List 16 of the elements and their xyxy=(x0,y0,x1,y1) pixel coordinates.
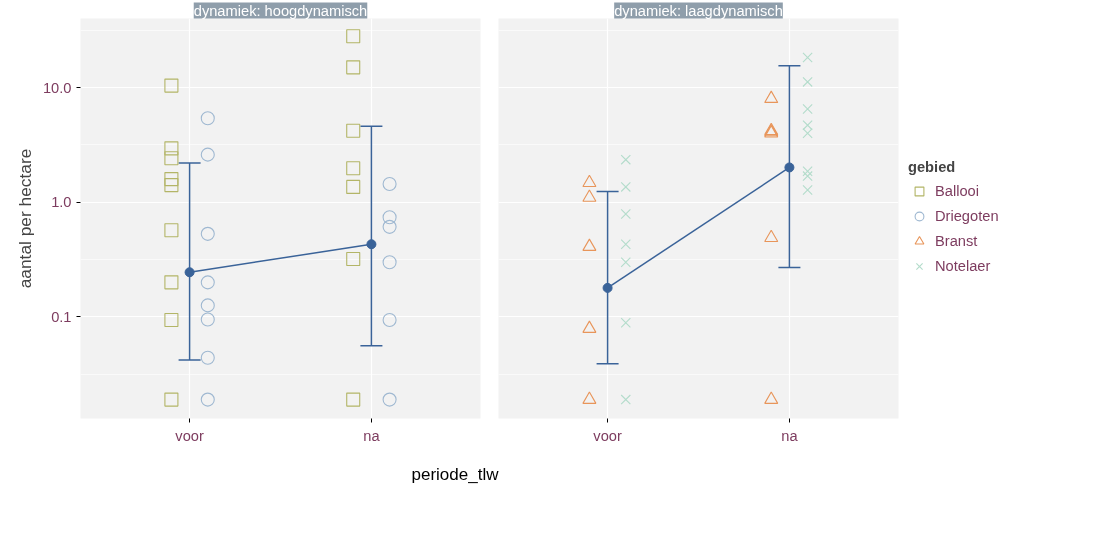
x-tick-label: voor xyxy=(175,427,204,444)
legend-title: gebied xyxy=(908,159,957,175)
chart-title: dynamiek: laagdynamisch xyxy=(614,2,783,19)
legend-label: Driegoten xyxy=(935,208,999,224)
legend-label: Branst xyxy=(935,233,978,249)
y-tick-label: 10.0 xyxy=(42,79,72,96)
y-tick-label: 1.0 xyxy=(51,194,72,211)
x-axis-title: periode_tlw xyxy=(411,464,499,486)
x-tick-label: na xyxy=(781,427,799,444)
x-tick-label: na xyxy=(363,427,381,444)
y-axis-title: aantal per hectare xyxy=(14,148,35,289)
legend-label: Ballooi xyxy=(935,183,979,199)
chart-title: dynamiek: hoogdynamisch xyxy=(193,2,368,19)
y-tick-label: 0.1 xyxy=(51,308,72,325)
x-tick-label: voor xyxy=(593,427,622,444)
legend-label: Notelaer xyxy=(935,258,991,274)
